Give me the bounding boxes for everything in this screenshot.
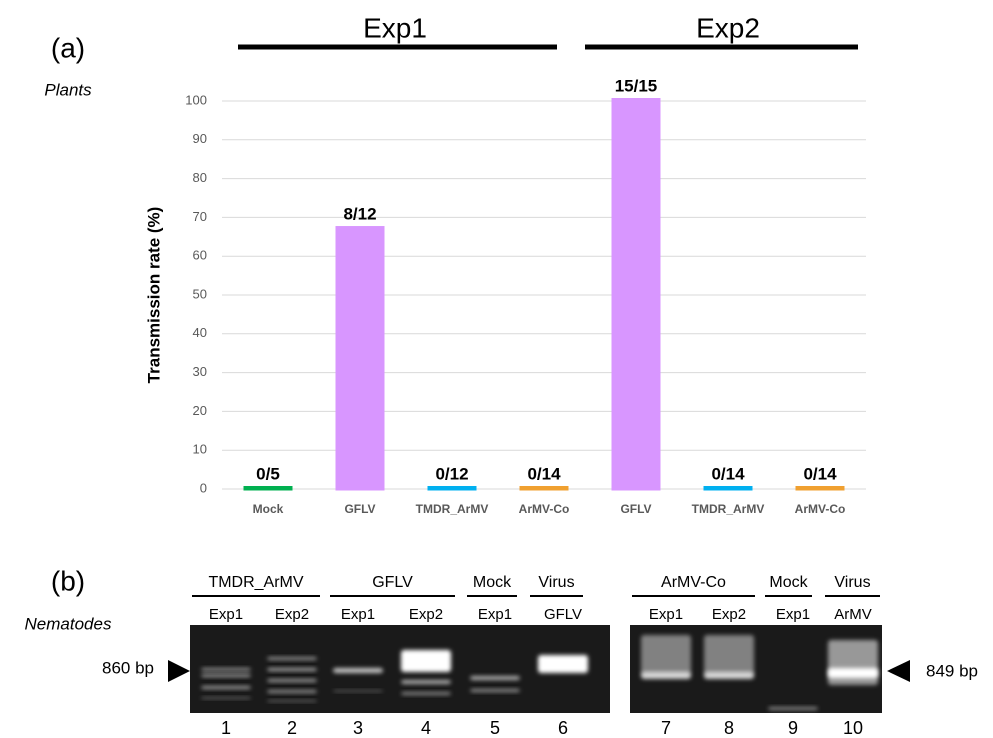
x-tick-label: TMDR_ArMV [692, 502, 765, 516]
y-tick-label: 40 [193, 325, 207, 340]
gel-band [401, 650, 451, 672]
x-tick-label: TMDR_ArMV [416, 502, 489, 516]
lane-number: 5 [490, 718, 500, 738]
subtitle: Plants [44, 80, 92, 99]
value-label: 15/15 [615, 76, 658, 95]
gel-band [768, 707, 818, 710]
gel-band [828, 668, 878, 678]
gel-band [828, 640, 878, 685]
gel-group-label: Mock [473, 574, 512, 591]
gel-band [267, 668, 317, 671]
y-tick-label: 90 [193, 131, 207, 146]
gel-group-label: Virus [834, 574, 870, 591]
arrow [887, 660, 910, 682]
gel-band [470, 676, 520, 680]
gel-band [267, 690, 317, 693]
y-tick-label: 80 [193, 170, 207, 185]
y-tick-label: 100 [185, 92, 207, 107]
value-label: 0/14 [711, 464, 745, 483]
gel-band [401, 692, 451, 695]
lane-number: 10 [843, 718, 863, 738]
group-label: Exp2 [696, 12, 760, 43]
gel-band [641, 672, 691, 679]
marker-label: 860 bp [102, 658, 154, 677]
lane-label: Exp1 [209, 606, 243, 623]
gel-band [333, 668, 383, 673]
bar [797, 488, 843, 490]
gel-group-label: ArMV-Co [661, 574, 726, 591]
gel-group-label: Mock [769, 574, 808, 591]
lane-label: Exp2 [275, 606, 309, 623]
y-tick-label: 50 [193, 286, 207, 301]
bar [613, 100, 659, 490]
lane-number: 6 [558, 718, 568, 738]
x-tick-label: ArMV-Co [519, 502, 570, 516]
bar [245, 488, 291, 490]
value-label: 0/5 [256, 464, 280, 483]
bar [521, 488, 567, 490]
gel-band [538, 655, 588, 673]
lane-label: Exp1 [478, 606, 512, 623]
gel-band [201, 674, 251, 677]
gel-band [201, 668, 251, 671]
lane-number: 1 [221, 718, 231, 738]
lane-label: Exp1 [776, 606, 810, 623]
lane-number: 7 [661, 718, 671, 738]
panel-label: (a) [51, 32, 85, 63]
bar [429, 488, 475, 490]
x-tick-label: GFLV [344, 502, 375, 516]
lane-number: 4 [421, 718, 431, 738]
lane-label: Exp1 [649, 606, 683, 623]
gel-band [704, 672, 754, 679]
bar [337, 228, 383, 489]
lane-label: ArMV [834, 606, 872, 623]
gel-band [401, 680, 451, 684]
lane-label: Exp1 [341, 606, 375, 623]
y-tick-label: 10 [193, 442, 207, 457]
y-tick-label: 20 [193, 403, 207, 418]
gel-group-label: GFLV [372, 574, 413, 591]
y-tick-label: 60 [193, 248, 207, 263]
gel-band [267, 700, 317, 702]
x-tick-label: Mock [253, 502, 284, 516]
value-label: 0/14 [803, 464, 837, 483]
value-label: 8/12 [343, 205, 376, 224]
lane-label: Exp2 [409, 606, 443, 623]
gel-band [201, 686, 251, 689]
y-tick-label: 70 [193, 209, 207, 224]
lane-number: 2 [287, 718, 297, 738]
arrow [168, 660, 190, 682]
y-axis-label: Transmission rate (%) [144, 207, 163, 384]
subtitle: Nematodes [25, 614, 112, 633]
lane-label: GFLV [544, 606, 582, 623]
gel-band [201, 697, 251, 699]
y-tick-label: 0 [200, 480, 207, 495]
lane-number: 8 [724, 718, 734, 738]
lane-label: Exp2 [712, 606, 746, 623]
gel-band [470, 689, 520, 692]
gel-band [704, 635, 754, 675]
value-label: 0/14 [527, 464, 561, 483]
x-tick-label: ArMV-Co [795, 502, 846, 516]
y-tick-label: 30 [193, 364, 207, 379]
gel-band [333, 690, 383, 692]
bar [705, 488, 751, 490]
gel-band [267, 679, 317, 682]
figure: (a) Plants Exp1 Exp2 Transmission rate (… [0, 0, 993, 738]
lane-number: 3 [353, 718, 363, 738]
panel-label: (b) [51, 565, 85, 596]
gel-band [267, 657, 317, 660]
plot: 0 10 20 30 40 50 60 70 80 90 100 Mock 0/5 GFLV 8/12 TMD… [185, 76, 866, 516]
gel-group-label: Virus [538, 574, 574, 591]
lane-number: 9 [788, 718, 798, 738]
marker-label: 849 bp [926, 661, 978, 680]
x-tick-label: GFLV [620, 502, 651, 516]
gel-band [641, 635, 691, 675]
gel-group-label: TMDR_ArMV [208, 574, 303, 591]
value-label: 0/12 [435, 464, 468, 483]
group-label: Exp1 [363, 12, 427, 43]
